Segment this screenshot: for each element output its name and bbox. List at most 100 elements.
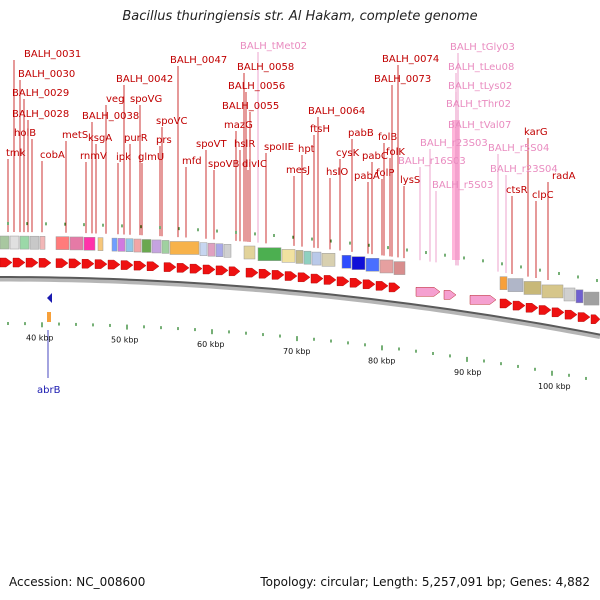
scale-tick-label: 70 kbp: [283, 347, 311, 356]
feature-block: [97, 237, 104, 251]
gene-label-balh_tval07: BALH_tVal07: [448, 120, 511, 131]
gene-label-paba: pabA: [354, 171, 380, 182]
gene-arrow: [55, 258, 69, 268]
feature-block: [117, 238, 126, 252]
gene-label-rnmv: rnmV: [80, 151, 107, 162]
gene-arrow: [38, 258, 52, 268]
gene-label-tmk: tmk: [6, 148, 26, 159]
gene-label-balh_r23s03: BALH_r23S03: [420, 138, 488, 149]
gene-label-rada: radA: [552, 171, 576, 182]
feature-block: [303, 250, 312, 265]
gene-arrows-layer: [0, 257, 600, 324]
feature-block: [257, 247, 282, 261]
gene-label-balh_0029: BALH_0029: [12, 88, 69, 99]
gene-arrow: [538, 305, 552, 315]
gene-label-balh_r5s03: BALH_r5S03: [432, 180, 493, 191]
gene-label-ftsh: ftsH: [310, 124, 330, 135]
gene-arrow: [525, 303, 539, 313]
gene-label-balh_0073: BALH_0073: [374, 74, 431, 85]
gene-arrow: [245, 267, 259, 278]
feature-block: [133, 238, 142, 253]
feature-block: [541, 284, 564, 299]
gene-arrow: [68, 258, 82, 269]
scale-tick-label: 80 kbp: [368, 356, 396, 365]
gene-arrow: [120, 260, 134, 270]
gene-label-mfd: mfd: [182, 156, 202, 167]
gene-label-balh_0047: BALH_0047: [170, 55, 227, 66]
feature-block: [583, 291, 600, 306]
gene-label-balh_tthr02: BALH_tThr02: [446, 99, 511, 110]
feature-block: [19, 235, 30, 250]
feature-block: [575, 289, 584, 304]
feature-block: [365, 258, 380, 272]
gene-label-ksga: ksgA: [88, 133, 112, 144]
scale-tick-label: 100 kbp: [538, 382, 571, 391]
feature-block: [111, 237, 118, 252]
gene-arrow: [258, 269, 272, 279]
label-leaders-layer: [7, 52, 549, 378]
gene-arrow: [107, 259, 121, 270]
gene-arrow: [362, 279, 376, 289]
gene-label-lyss: lysS: [400, 175, 420, 186]
gene-arrow: [551, 307, 565, 318]
gene-label-spovt: spoVT: [196, 139, 228, 150]
rna-arrow: [469, 295, 497, 305]
feature-block: [243, 245, 256, 260]
gene-label-coba: cobA: [40, 150, 65, 161]
gene-arrow: [94, 259, 108, 269]
feature-block: [223, 244, 232, 258]
gene-label-purr: purR: [124, 133, 148, 144]
genome-summary-text: Topology: circular; Length: 5,257,091 bp…: [260, 575, 590, 589]
gene-arrow: [25, 257, 39, 268]
gene-label-folp: folP: [376, 168, 394, 179]
gene-label-clpc: clpC: [532, 190, 554, 201]
backbone-layer: [0, 276, 600, 340]
gene-arrow: [577, 312, 591, 322]
gene-arrow: [297, 272, 311, 282]
gene-arrow: [81, 259, 95, 269]
feature-block: [125, 238, 134, 252]
gene-arrow: [0, 257, 13, 268]
gene-label-prs: prs: [156, 135, 172, 146]
gene-label-balh_tleu08: BALH_tLeu08: [448, 62, 514, 73]
gene-label-hslo: hslO: [326, 167, 348, 178]
gene-arrow: [499, 298, 513, 309]
gene-label-balh_tlys02: BALH_tLys02: [448, 81, 512, 92]
gene-label-balh_0038: BALH_0038: [82, 111, 139, 122]
gene-label-balh_0074: BALH_0074: [382, 54, 439, 65]
gene-arrow: [228, 266, 241, 276]
gene-label-spovb: spoVB: [208, 159, 240, 170]
rna-arrow: [443, 290, 457, 300]
feature-block: [523, 281, 542, 295]
scale-ticks-layer: 40 kbp 50 kbp 60 kbp 70 kbp 80 kbp 90 kbp 100 …: [7, 222, 598, 391]
scale-tick-label: 90 kbp: [454, 368, 482, 377]
gene-arrow: [590, 314, 600, 324]
gene-label-ipk: ipk: [116, 152, 131, 163]
gene-label-holb: holB: [14, 128, 36, 139]
gene-label-balh_tmet02: BALH_tMet02: [240, 41, 307, 52]
feature-block: [55, 236, 70, 250]
accession-text: Accession: NC_008600: [9, 575, 146, 589]
feature-block: [295, 250, 304, 264]
gene-arrow: [146, 261, 160, 271]
gene-arrow: [176, 263, 190, 273]
feature-block: [169, 241, 200, 255]
feature-block: [39, 236, 46, 250]
gene-label-balh_r5s04: BALH_r5S04: [488, 143, 549, 154]
gene-label-balh_0030: BALH_0030: [18, 69, 75, 80]
gene-labels-layer: BALH_0031 BALH_0030 BALH_0029 BALH_0028 holB…: [6, 41, 576, 396]
gene-label-ctsr: ctsR: [506, 185, 528, 196]
feature-block: [29, 235, 40, 250]
gene-label-folb: folB: [378, 132, 397, 143]
gene-arrow: [349, 278, 363, 288]
backbone-line: [0, 276, 600, 336]
gene-arrow: [512, 300, 526, 311]
gene-label-spoiie: spoIIE: [264, 142, 294, 153]
gene-label-divic: divIC: [242, 159, 267, 170]
gene-label-balh_0064: BALH_0064: [308, 106, 365, 117]
gene-arrow: [564, 309, 578, 320]
gene-arrow: [310, 273, 324, 284]
gene-label-veg: veg: [106, 94, 124, 105]
gene-arrow: [189, 263, 203, 274]
